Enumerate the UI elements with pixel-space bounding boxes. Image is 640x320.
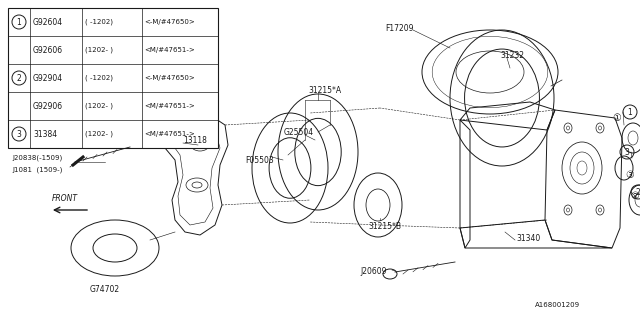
- Text: (1202- ): (1202- ): [85, 47, 113, 53]
- Text: ②: ②: [630, 191, 639, 201]
- Text: 3: 3: [17, 130, 21, 139]
- Text: 31232: 31232: [500, 51, 524, 60]
- Text: ( -1202): ( -1202): [85, 75, 113, 81]
- Text: 2: 2: [636, 188, 640, 196]
- Text: ( -1202): ( -1202): [85, 19, 113, 25]
- Text: G92904: G92904: [33, 74, 63, 83]
- Text: G25504: G25504: [284, 127, 314, 137]
- Text: 1: 1: [628, 108, 632, 116]
- Text: 1: 1: [17, 18, 21, 27]
- Text: G74702: G74702: [90, 285, 120, 294]
- Bar: [8, 8, 218, 148]
- Text: <-M/#47650>: <-M/#47650>: [144, 19, 195, 25]
- Text: <M/#47651->: <M/#47651->: [144, 47, 195, 53]
- Text: 31215*B: 31215*B: [368, 222, 401, 231]
- Text: A168001209: A168001209: [535, 302, 580, 308]
- Text: 31384: 31384: [33, 130, 57, 139]
- Text: J20838(-1509): J20838(-1509): [12, 155, 62, 161]
- Text: F05503: F05503: [245, 156, 274, 164]
- Text: (1202- ): (1202- ): [85, 131, 113, 137]
- Text: F17209: F17209: [385, 23, 413, 33]
- Text: G92604: G92604: [33, 18, 63, 27]
- Text: ③: ③: [626, 170, 634, 180]
- Text: 2: 2: [17, 74, 21, 83]
- Text: FRONT: FRONT: [52, 194, 78, 203]
- Text: G92906: G92906: [33, 101, 63, 110]
- Text: 13118: 13118: [183, 135, 207, 145]
- Text: (1202- ): (1202- ): [85, 103, 113, 109]
- Text: ①: ①: [612, 113, 621, 123]
- Text: J1081  (1509-): J1081 (1509-): [12, 167, 62, 173]
- Text: G92606: G92606: [33, 45, 63, 54]
- Text: <M/#47651->: <M/#47651->: [144, 103, 195, 109]
- Text: <-M/#47650>: <-M/#47650>: [144, 75, 195, 81]
- Text: 3: 3: [625, 148, 629, 156]
- Text: <M/#47651->: <M/#47651->: [144, 131, 195, 137]
- Text: J20609: J20609: [360, 268, 387, 276]
- Text: 31215*A: 31215*A: [308, 85, 341, 94]
- Text: 31340: 31340: [516, 234, 540, 243]
